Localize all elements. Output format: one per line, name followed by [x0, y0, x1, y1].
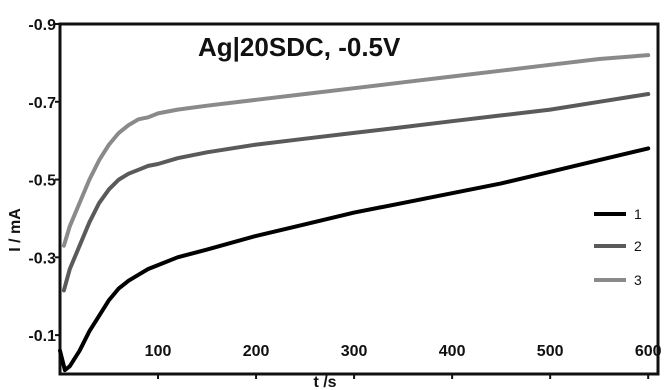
y-tick-label: -0.9 [28, 17, 56, 34]
y-tick-label: -0.1 [28, 328, 56, 345]
x-tick-label: 100 [145, 343, 172, 360]
ticks-layer: 100 200 300 400 500 600 -0.1 -0.3 -0.5 -0.7 -0.9 [28, 17, 662, 379]
series-line-3 [61, 53, 651, 248]
legend-label-2: 2 [634, 238, 642, 254]
x-tick-label: 200 [243, 343, 270, 360]
x-tick-label: 500 [537, 343, 564, 360]
legend: 1 2 3 [594, 206, 642, 288]
series-line-1 [58, 146, 651, 373]
series-line-2 [61, 92, 651, 293]
x-tick-label: 600 [635, 343, 662, 360]
chart-title: Ag|20SDC, -0.5V [198, 32, 401, 62]
x-axis-title: t /s [313, 374, 336, 390]
y-tick-label: -0.5 [28, 173, 56, 190]
x-tick-label: 400 [439, 343, 466, 360]
y-axis-title: I / mA [7, 208, 24, 252]
x-tick-label: 300 [341, 343, 368, 360]
series-layer [58, 53, 651, 373]
plot-area-frame [58, 22, 660, 376]
y-tick-label: -0.3 [28, 250, 56, 267]
legend-label-3: 3 [634, 272, 642, 288]
y-tick-label: -0.7 [28, 95, 56, 112]
legend-label-1: 1 [634, 206, 642, 222]
